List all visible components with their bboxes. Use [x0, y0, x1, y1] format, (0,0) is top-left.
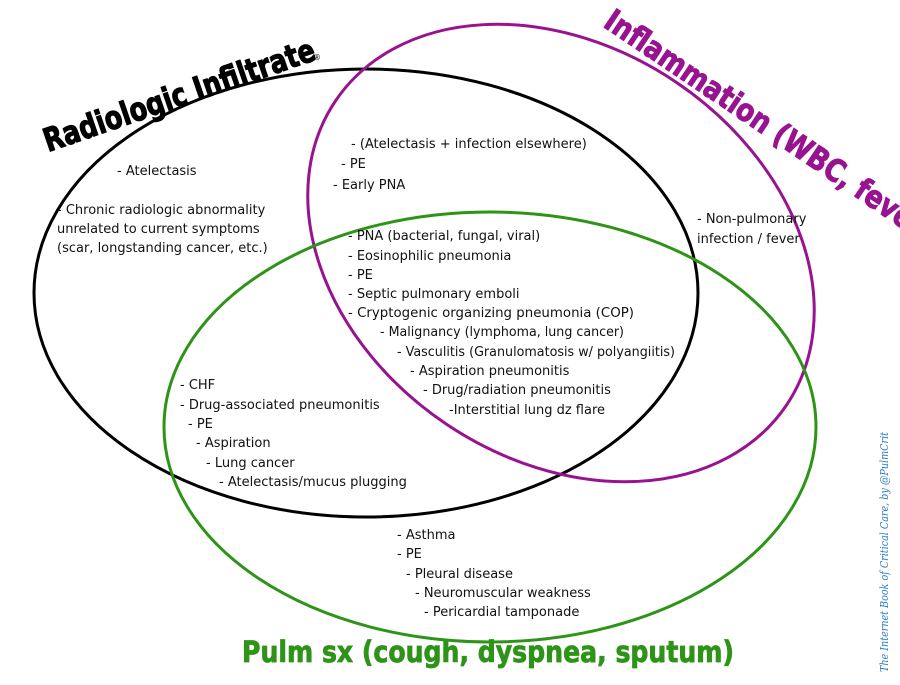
pulm-symptoms-title: Pulm sx (cough, dyspnea, sputum)	[242, 635, 734, 669]
list-item: - PNA (bacterial, fungal, viral)	[348, 229, 540, 244]
list-item: - Pleural disease	[406, 567, 513, 582]
list-item: - Lung cancer	[206, 456, 295, 471]
list-item: - Septic pulmonary emboli	[348, 287, 520, 302]
list-item: (scar, longstanding cancer, etc.)	[57, 241, 268, 256]
list-item: - Aspiration pneumonitis	[410, 364, 570, 379]
list-item: - Neuromuscular weakness	[415, 586, 591, 601]
list-item: - Cryptogenic organizing pneumonia (COP)	[348, 306, 634, 321]
pulm-symptoms-circle	[162, 210, 818, 644]
list-item: - Malignancy (lymphoma, lung cancer)	[380, 325, 624, 340]
list-item: - Drug/radiation pneumonitis	[423, 383, 611, 398]
list-item: -Interstitial lung dz flare	[449, 403, 605, 418]
all-three-text: - PNA (bacterial, fungal, viral) - Eosin…	[348, 229, 679, 418]
list-item: infection / fever	[697, 232, 800, 247]
list-item: - Early PNA	[333, 178, 405, 193]
list-item: - PE	[348, 268, 373, 283]
list-item: - PE	[397, 547, 422, 562]
radiologic-title: Radiologic Infiltrate	[38, 31, 320, 160]
radiologic-pulm-text: - CHF - Drug-associated pneumonitis - PE…	[180, 378, 407, 490]
list-item: - CHF	[180, 378, 215, 393]
radiologic-only-text: - Atelectasis - Chronic radiologic abnor…	[57, 164, 269, 256]
list-item: - (Atelectasis + infection elsewhere)	[351, 137, 587, 152]
list-item: - Eosinophilic pneumonia	[348, 249, 511, 264]
list-item: - Pericardial tamponade	[424, 605, 579, 620]
list-item: - PE	[341, 157, 366, 172]
registered-mark: ®	[313, 53, 321, 62]
radiologic-inflammation-text: - (Atelectasis + infection elsewhere) - …	[333, 137, 591, 193]
list-item: - Aspiration	[196, 436, 271, 451]
list-item: - Non-pulmonary	[697, 212, 807, 227]
list-item: unrelated to current symptoms	[57, 222, 260, 237]
list-item: - Atelectasis	[117, 164, 197, 179]
pulm-only-text: - Asthma - PE - Pleural disease - Neurom…	[397, 528, 595, 620]
inflammation-circle	[306, 22, 816, 484]
list-item: - Chronic radiologic abnormality	[57, 203, 266, 218]
list-item: - Vasculitis (Granulomatosis w/ polyangi…	[397, 345, 675, 360]
list-item: - PE	[188, 417, 213, 432]
list-item: - Drug-associated pneumonitis	[180, 398, 380, 413]
list-item: - Atelectasis/mucus plugging	[219, 475, 407, 490]
inflammation-only-text: - Non-pulmonary infection / fever	[697, 212, 811, 247]
credit-text: The Internet Book of Critical Care, by @…	[878, 431, 891, 672]
list-item: - Asthma	[397, 528, 455, 543]
